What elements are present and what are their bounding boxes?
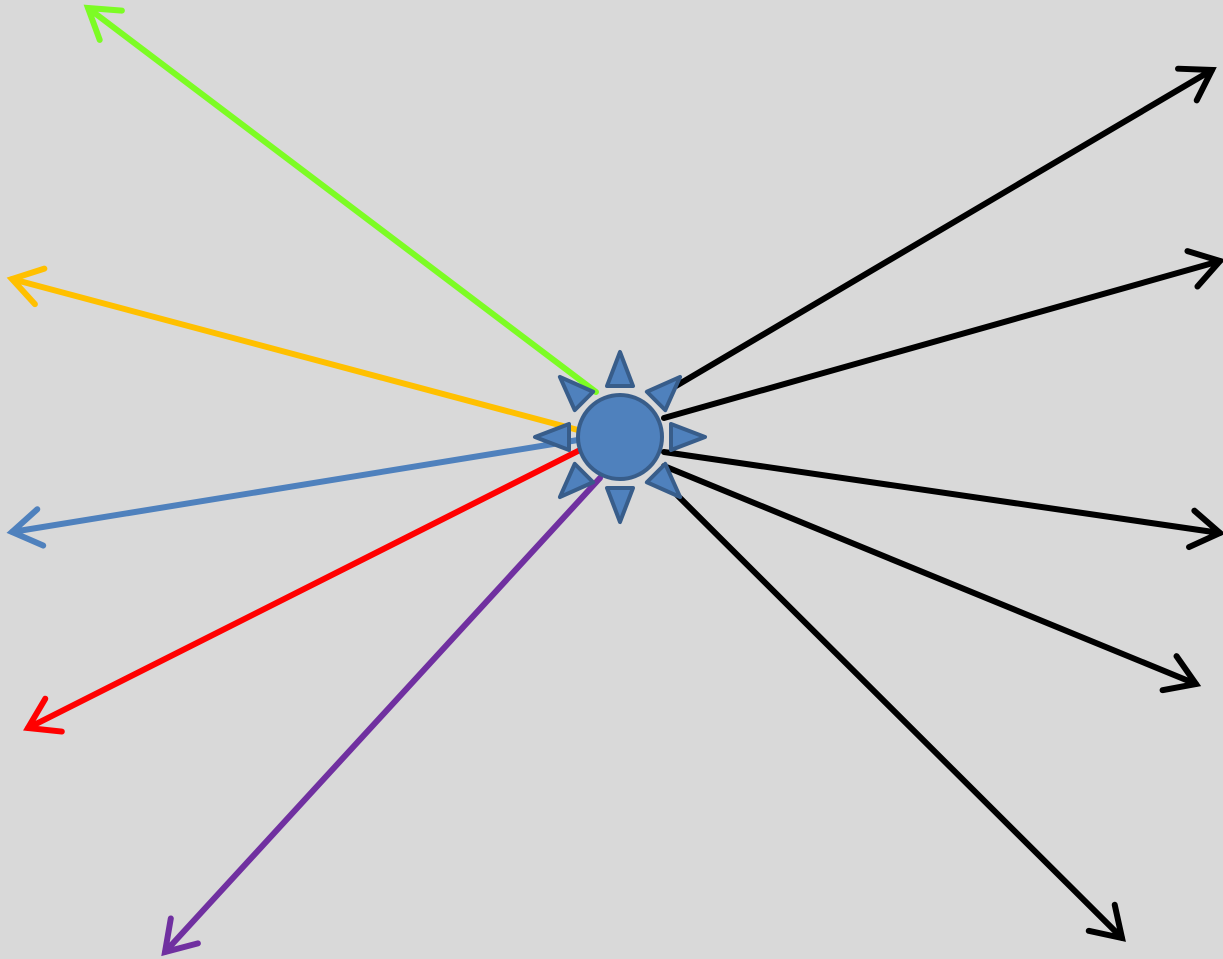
arrow-black-4-head <box>1159 653 1202 694</box>
arrow-black-2-shaft <box>661 258 1223 421</box>
arrow-black-1-head <box>1175 65 1217 104</box>
sun-ray <box>669 422 707 452</box>
arrow-red-shaft <box>25 447 583 731</box>
arrow-red-head <box>23 695 65 735</box>
arrow-blue-head <box>6 506 47 549</box>
arrow-black-1-shaft <box>661 67 1215 396</box>
arrow-black-2-head <box>1184 248 1223 290</box>
sun-ray <box>644 461 683 500</box>
arrow-black-4 <box>661 463 1202 694</box>
arrow-black-5-shaft <box>661 479 1125 941</box>
arrow-purple-head <box>161 915 201 957</box>
arrow-black-3 <box>661 449 1223 551</box>
arrow-black-3-shaft <box>661 449 1223 536</box>
arrow-black-5-head <box>1085 901 1126 942</box>
arrow-purple-shaft <box>162 475 603 955</box>
arrow-black-4-shaft <box>661 463 1199 687</box>
sun-core <box>576 393 664 481</box>
arrow-green-shaft <box>85 5 599 395</box>
arrow-orange <box>6 265 581 433</box>
arrow-blue <box>6 437 581 549</box>
sun-ray <box>557 374 596 413</box>
arrow-layer <box>6 4 1223 957</box>
arrow-black-5 <box>661 479 1126 942</box>
arrow-blue-shaft <box>9 437 581 535</box>
arrow-green <box>83 4 599 395</box>
arrow-purple <box>161 475 603 957</box>
arrow-red <box>23 447 583 735</box>
sun-ray <box>557 461 596 500</box>
sun-ray <box>644 374 683 413</box>
arrow-black-3-head <box>1186 507 1223 551</box>
arrow-orange-shaft <box>9 276 581 433</box>
sun-ray <box>605 486 635 524</box>
arrow-orange-head <box>6 265 48 308</box>
arrow-black-2 <box>661 248 1223 421</box>
arrow-black-1 <box>661 65 1217 396</box>
sun-icon <box>533 350 707 524</box>
arrow-green-head <box>83 4 125 43</box>
sun-ray <box>605 350 635 388</box>
sun-ray <box>533 422 571 452</box>
